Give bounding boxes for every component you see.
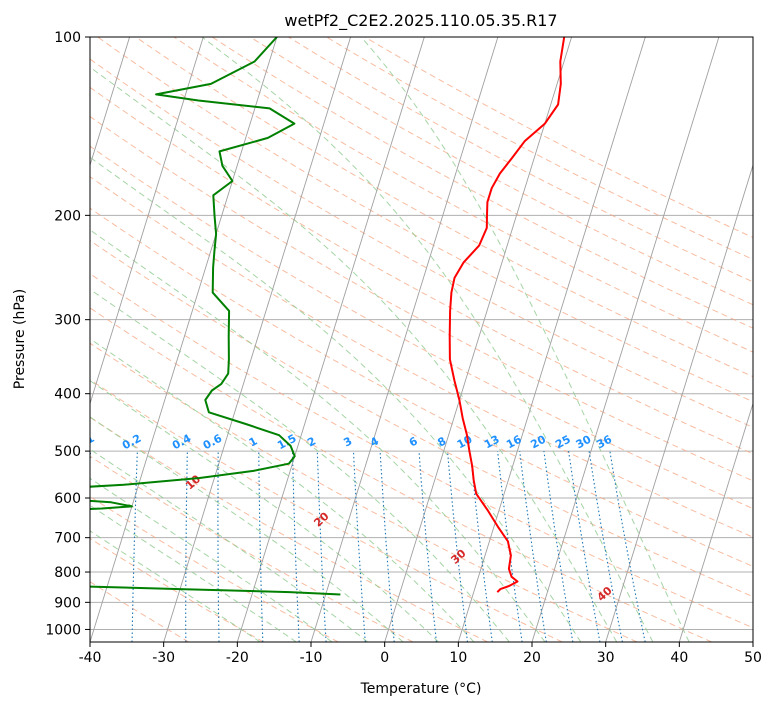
- plot-frame: [89, 36, 754, 643]
- moist-adiabat-line: [90, 504, 297, 642]
- mixing-ratio-label: 30: [574, 433, 594, 452]
- isotherm-line: [90, 37, 204, 406]
- mixing-ratio-line: [588, 451, 623, 642]
- mixing-ratio-label: 20: [528, 433, 548, 452]
- moist-adiabat-line: [90, 338, 475, 642]
- mixing-ratio-line: [519, 451, 547, 642]
- dry-adiabat-line: [250, 37, 753, 306]
- dry-adiabat-line: [288, 37, 753, 283]
- y-tick-label: 500: [54, 444, 81, 460]
- x-axis-label: Temperature (°C): [360, 681, 482, 697]
- y-tick-label: 100: [54, 30, 81, 46]
- isotherm-line: [531, 37, 720, 642]
- dry-adiabat-line: [90, 379, 563, 642]
- isotherm-line: [90, 37, 278, 642]
- dry-adiabat-line: [173, 37, 753, 353]
- x-tick-label: 0: [380, 650, 389, 666]
- y-tick-label: 700: [54, 531, 81, 547]
- dry-adiabat-line: [135, 37, 753, 378]
- mixing-ratio-line: [609, 451, 646, 642]
- isotherm-line: [236, 37, 425, 642]
- mixing-ratio-label: 13: [482, 433, 502, 452]
- x-tick-label: -10: [300, 650, 323, 666]
- y-tick-label: 600: [54, 491, 81, 507]
- chart-title: wetPf2_C2E2.2025.110.05.35.R17: [284, 11, 557, 31]
- y-axis-label: Pressure (hPa): [12, 289, 28, 389]
- x-tick-label: 30: [597, 650, 615, 666]
- plot-area: -100-90-80-70-60-50-40-30-20-10010203040…: [73, 37, 753, 642]
- dry-adiabat-line: [90, 342, 638, 642]
- moist-adiabat-line: [90, 477, 333, 642]
- isotherm-line: [310, 37, 499, 642]
- y-tick-label: 1000: [45, 622, 81, 638]
- mixing-ratio-label: 16: [504, 433, 524, 452]
- x-tick-label: 10: [449, 650, 467, 666]
- moist-adiabat-line: [90, 416, 404, 642]
- moist-adiabat-line: [90, 229, 546, 642]
- dry-adiabat-line: [90, 176, 753, 538]
- x-tick-label: -30: [152, 650, 175, 666]
- moist-adiabat-line: [201, 37, 654, 642]
- y-tick-label: 800: [54, 565, 81, 581]
- x-tick-label: -40: [79, 650, 102, 666]
- x-axis-ticks: -40 -30 -20 -10 0 10 20 30 40 50: [79, 642, 762, 666]
- dry-adiabat-line: [90, 58, 753, 428]
- dewpoint-line: [90, 37, 341, 596]
- isotherms: [90, 37, 753, 642]
- moist-adiabat-line: [90, 156, 582, 642]
- moist-adiabat-line: [360, 37, 690, 642]
- isotherm-line: [457, 37, 646, 642]
- dry-adiabat-line: [211, 37, 753, 329]
- moist-adiabat-line: [90, 288, 510, 642]
- mixing-ratio-label: 25: [553, 433, 573, 452]
- x-tick-label: -20: [226, 650, 249, 666]
- mixing-ratio-line: [543, 451, 574, 642]
- y-tick-label: 900: [54, 595, 81, 611]
- dry-adiabat-line: [90, 207, 753, 568]
- isotherm-line: [90, 37, 131, 167]
- mixing-ratio-line: [568, 451, 601, 642]
- moist-adiabat-line: [90, 380, 439, 642]
- mixing-ratio-line: [446, 451, 469, 642]
- moist-adiabats: [90, 37, 690, 642]
- y-tick-label: 300: [54, 313, 81, 329]
- profile-series: [90, 37, 566, 596]
- x-tick-label: 50: [744, 650, 762, 666]
- mixing-ratio-label: 0.1: [73, 432, 96, 453]
- dry-adiabat-line: [90, 495, 339, 642]
- dry-adiabat-line: [90, 239, 753, 598]
- y-tick-label: 200: [54, 208, 81, 224]
- x-tick-label: 40: [670, 650, 688, 666]
- y-axis-ticks: 100 200 300 400 500 600 700 800 900 1000: [45, 30, 90, 638]
- temperature-line: [448, 37, 566, 593]
- dry-adiabat-line: [90, 115, 753, 482]
- isotherm-line: [384, 37, 573, 642]
- x-tick-label: 20: [523, 650, 541, 666]
- dry-adiabat-line: [90, 86, 753, 455]
- isotherm-line: [678, 402, 753, 642]
- isotherm-line: [605, 163, 753, 642]
- y-tick-label: 400: [54, 387, 81, 403]
- dry-adiabat-line: [364, 37, 753, 239]
- dry-adiabat-line: [326, 37, 753, 260]
- mixing-ratio-label: 36: [594, 433, 614, 452]
- isotherm-line: [163, 37, 352, 642]
- dry-adiabat-line: [97, 37, 753, 403]
